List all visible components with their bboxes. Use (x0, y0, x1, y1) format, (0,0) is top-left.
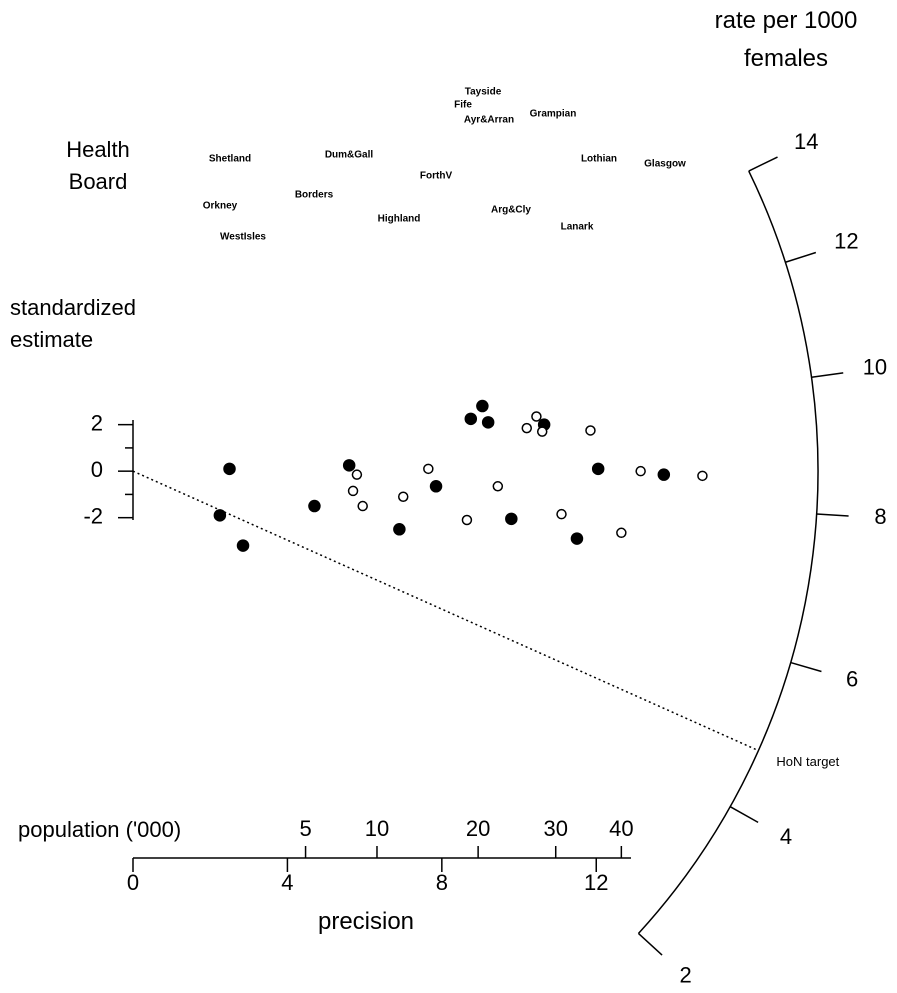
point (570, 532, 584, 545)
point (591, 462, 605, 476)
y-tick-label: 2 (91, 410, 103, 435)
point (536, 426, 548, 437)
point (521, 422, 533, 434)
rate-tick (729, 806, 759, 823)
target-line (132, 470, 759, 752)
point (585, 425, 596, 436)
x-tick-label: 4 (281, 870, 293, 895)
rate-tick-label: 12 (834, 229, 858, 254)
board-label: WestIsles (220, 232, 266, 243)
board-label: Highland (378, 214, 421, 225)
point (347, 485, 359, 497)
point (635, 465, 646, 477)
point (492, 481, 504, 492)
x2-tick-label: 10 (365, 816, 389, 841)
point (423, 463, 434, 475)
rate-tick-label: 2 (680, 962, 692, 987)
rate-axis-title: rate per 1000 females (714, 7, 858, 72)
rate-tick-label: 4 (780, 824, 792, 849)
board-label: Fife (454, 100, 472, 111)
x2-axis-title: population ('000) (18, 817, 182, 842)
board-label: Arg&Cly (491, 205, 531, 216)
point (505, 512, 518, 526)
point (223, 462, 236, 476)
point (393, 523, 406, 536)
point (476, 399, 489, 413)
x-tick-label: 12 (584, 870, 608, 895)
target-label: HoN target (776, 754, 839, 769)
point (464, 412, 478, 426)
point (213, 509, 227, 522)
rate-tick-label: 14 (794, 129, 818, 154)
point (357, 500, 368, 512)
point (429, 480, 443, 493)
rate-tick (816, 513, 849, 517)
point (697, 470, 708, 482)
point (308, 499, 321, 513)
y-axis-title: standardized estimate (10, 295, 136, 352)
point (616, 527, 627, 539)
row-label: Health Board (66, 137, 130, 194)
board-label: Dum&Gall (325, 150, 374, 161)
x-tick-label: 8 (436, 870, 448, 895)
board-label: Borders (295, 190, 334, 201)
rate-tick (785, 251, 817, 263)
board-label: Lothian (581, 154, 617, 165)
board-label: Orkney (203, 201, 238, 212)
point (657, 468, 671, 481)
point (556, 508, 567, 520)
rate-arc (637, 170, 819, 934)
point (397, 491, 409, 502)
y-tick-label: 0 (91, 457, 103, 482)
rate-tick (811, 372, 844, 379)
point (342, 459, 356, 472)
point (236, 539, 250, 552)
rate-tick-label: 8 (874, 504, 886, 529)
board-label: Grampian (530, 109, 577, 120)
board-label: ForthV (420, 171, 453, 182)
board-label: Shetland (209, 154, 251, 165)
rate-tick-label: 10 (863, 354, 887, 379)
y-tick-label: -2 (83, 503, 103, 528)
point (461, 514, 473, 526)
point (481, 416, 495, 429)
point (351, 469, 363, 480)
x-axis-title: precision (317, 908, 415, 935)
rate-tick (790, 661, 822, 673)
board-label: Glasgow (644, 159, 686, 170)
board-label: Ayr&Arran (464, 115, 514, 126)
rate-tick (637, 932, 663, 956)
point (531, 411, 542, 422)
board-label: Tayside (465, 87, 502, 98)
x2-tick-label: 40 (609, 816, 633, 841)
x-tick-label: 0 (127, 870, 139, 895)
rate-tick-label: 6 (846, 666, 858, 691)
rate-tick (748, 156, 778, 172)
board-label: Lanark (561, 222, 594, 233)
x2-tick-label: 5 (299, 816, 311, 841)
x2-tick-label: 30 (543, 816, 567, 841)
x2-tick-label: 20 (466, 816, 490, 841)
